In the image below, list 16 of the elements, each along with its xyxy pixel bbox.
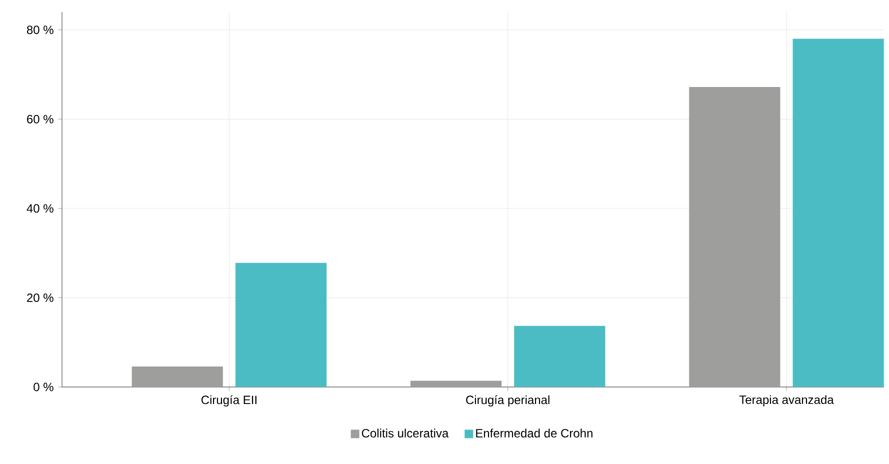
y-tick-label: 0 % [34,382,54,392]
bar [235,262,327,387]
bar [792,38,884,387]
bar [410,380,502,387]
y-tick-label: 20 % [27,293,54,302]
y-tick-label: 80 % [26,26,54,34]
legend-label: Enfermedad de Crohn [476,428,592,438]
y-tick-label: 60 % [27,114,54,124]
x-tick-label: Terapia avanzada [739,395,834,406]
bar [689,87,780,387]
bar [132,366,223,387]
bar [514,326,606,387]
legend-label: Colitis ulcerativa [362,428,449,438]
y-tick-label: 40 % [26,204,54,213]
x-tick-label: Cirugía perianal [466,395,550,407]
x-tick-label: Cirugía EII [201,395,256,407]
